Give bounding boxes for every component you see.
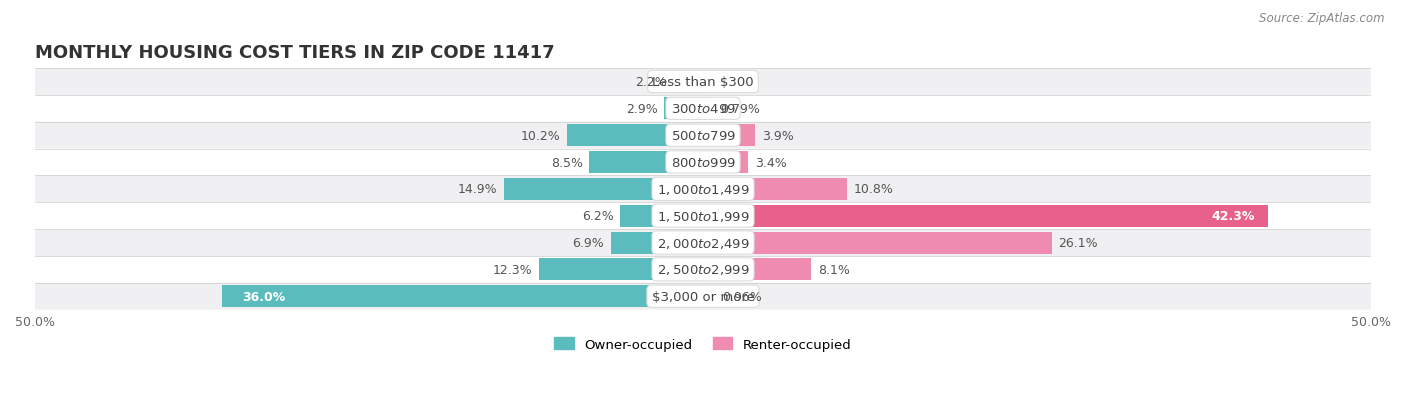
Text: 3.4%: 3.4% xyxy=(755,156,787,169)
Text: 3.9%: 3.9% xyxy=(762,129,793,142)
FancyBboxPatch shape xyxy=(35,176,1371,203)
Text: 2.9%: 2.9% xyxy=(626,102,658,116)
Text: 2.2%: 2.2% xyxy=(636,76,666,89)
Text: 8.1%: 8.1% xyxy=(818,263,849,276)
Text: 8.5%: 8.5% xyxy=(551,156,582,169)
Bar xyxy=(589,152,703,173)
Bar xyxy=(703,152,748,173)
Bar xyxy=(703,285,716,307)
Text: 0.96%: 0.96% xyxy=(723,290,762,303)
Text: 14.9%: 14.9% xyxy=(457,183,498,196)
Text: Less than $300: Less than $300 xyxy=(652,76,754,89)
Text: 6.2%: 6.2% xyxy=(582,210,613,223)
Legend: Owner-occupied, Renter-occupied: Owner-occupied, Renter-occupied xyxy=(548,332,858,356)
FancyBboxPatch shape xyxy=(35,123,1371,149)
Bar xyxy=(620,205,703,227)
Text: $1,500 to $1,999: $1,500 to $1,999 xyxy=(657,209,749,223)
Text: $1,000 to $1,499: $1,000 to $1,499 xyxy=(657,183,749,197)
Bar xyxy=(703,178,848,200)
Text: $3,000 or more: $3,000 or more xyxy=(651,290,755,303)
Bar xyxy=(703,205,1268,227)
Bar xyxy=(503,178,703,200)
Bar xyxy=(567,125,703,147)
FancyBboxPatch shape xyxy=(35,69,1371,96)
Text: 0.79%: 0.79% xyxy=(720,102,761,116)
Text: $2,000 to $2,499: $2,000 to $2,499 xyxy=(657,236,749,250)
Text: $800 to $999: $800 to $999 xyxy=(671,156,735,169)
FancyBboxPatch shape xyxy=(35,230,1371,256)
Text: $500 to $799: $500 to $799 xyxy=(671,129,735,142)
Text: 6.9%: 6.9% xyxy=(572,237,605,249)
FancyBboxPatch shape xyxy=(35,96,1371,123)
Text: 10.8%: 10.8% xyxy=(853,183,894,196)
Text: 12.3%: 12.3% xyxy=(492,263,531,276)
Bar xyxy=(664,98,703,120)
Bar xyxy=(538,259,703,281)
Text: 36.0%: 36.0% xyxy=(242,290,285,303)
Text: MONTHLY HOUSING COST TIERS IN ZIP CODE 11417: MONTHLY HOUSING COST TIERS IN ZIP CODE 1… xyxy=(35,44,554,62)
FancyBboxPatch shape xyxy=(35,256,1371,283)
Bar xyxy=(222,285,703,307)
FancyBboxPatch shape xyxy=(35,149,1371,176)
Text: 10.2%: 10.2% xyxy=(520,129,560,142)
Text: $2,500 to $2,999: $2,500 to $2,999 xyxy=(657,263,749,277)
FancyBboxPatch shape xyxy=(35,283,1371,310)
Text: $300 to $499: $300 to $499 xyxy=(671,102,735,116)
Bar xyxy=(610,232,703,254)
Bar xyxy=(703,98,714,120)
Bar xyxy=(703,259,811,281)
Bar xyxy=(703,232,1052,254)
Text: 42.3%: 42.3% xyxy=(1212,210,1254,223)
Bar xyxy=(673,71,703,93)
FancyBboxPatch shape xyxy=(35,203,1371,230)
Text: 26.1%: 26.1% xyxy=(1059,237,1098,249)
Bar xyxy=(703,125,755,147)
Text: Source: ZipAtlas.com: Source: ZipAtlas.com xyxy=(1260,12,1385,25)
